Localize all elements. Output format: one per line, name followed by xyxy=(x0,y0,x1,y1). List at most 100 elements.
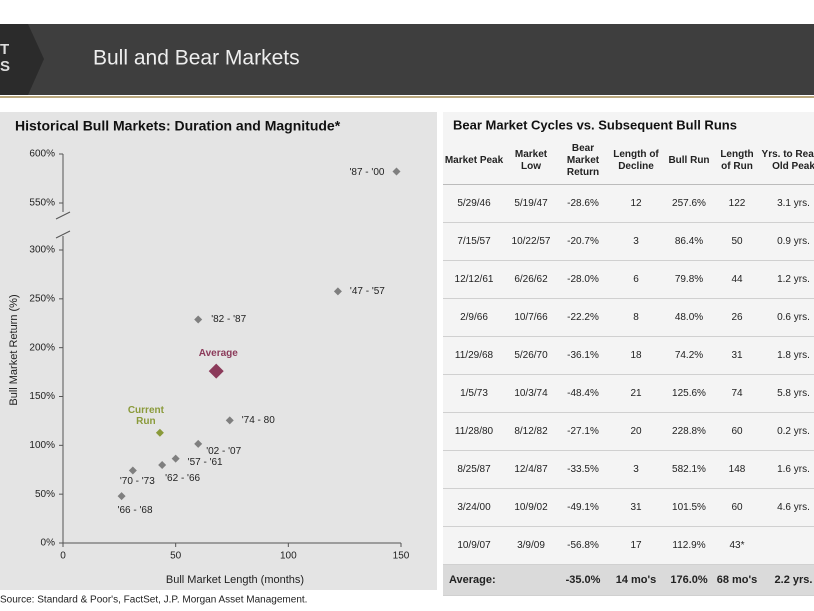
average-cell: 176.0% xyxy=(663,564,715,596)
point-label: '70 - '73 xyxy=(119,476,155,488)
average-cell: -35.0% xyxy=(557,564,609,596)
y-tick-label: 250% xyxy=(29,293,55,304)
table-cell: -56.8% xyxy=(557,526,609,565)
point-label: '74 - 80 xyxy=(241,414,275,426)
y-axis-title: Bull Market Return (%) xyxy=(8,294,20,405)
x-tick-label: 50 xyxy=(170,551,182,562)
table-cell: 8/25/87 xyxy=(443,450,505,489)
point xyxy=(225,416,234,425)
table-row: 11/29/68 5/26/70 -36.1% 18 74.2% 31 1.8 yrs. xyxy=(443,336,814,375)
x-tick-label: 150 xyxy=(393,551,410,562)
point xyxy=(128,466,137,475)
point-label: Average xyxy=(198,347,238,359)
y-tick-label: 150% xyxy=(29,391,55,402)
table-cell: 2/9/66 xyxy=(443,298,505,337)
point-label: '87 - '00 xyxy=(349,167,385,179)
table-cell: 112.9% xyxy=(663,526,715,565)
y-tick-label: 300% xyxy=(29,245,55,256)
table-cell: 8/12/82 xyxy=(505,412,557,451)
table-row: 1/5/73 10/3/74 -48.4% 21 125.6% 74 5.8 yrs. xyxy=(443,374,814,413)
table-cell: 5/29/46 xyxy=(443,184,505,223)
average-cell: 68 mo's xyxy=(715,564,759,596)
table-cell: 6/26/62 xyxy=(505,260,557,299)
table-row: 10/9/07 3/9/09 -56.8% 17 112.9% 43* xyxy=(443,526,814,565)
table-cell: -28.0% xyxy=(557,260,609,299)
axis-break xyxy=(55,230,71,239)
table-cell: -36.1% xyxy=(557,336,609,375)
table-cell: 0.2 yrs. xyxy=(759,412,814,451)
average-cell: 2.2 yrs. xyxy=(759,564,814,596)
table-cell: 3/24/00 xyxy=(443,488,505,527)
table-cell: 3.1 yrs. xyxy=(759,184,814,223)
table-cell: -20.7% xyxy=(557,222,609,261)
table-cell: 26 xyxy=(715,298,759,337)
table-cell: -22.2% xyxy=(557,298,609,337)
table-cell: 8 xyxy=(609,298,663,337)
header-title: Bull and Bear Markets xyxy=(93,47,300,70)
point xyxy=(158,461,167,470)
point-label: '66 - '68 xyxy=(117,504,153,516)
table-cell: 0.6 yrs. xyxy=(759,298,814,337)
point-label: '02 - '07 xyxy=(206,446,242,458)
y-tick-label: 50% xyxy=(35,489,55,500)
point-label: '47 - '57 xyxy=(349,285,385,297)
table-cell: 5.8 yrs. xyxy=(759,374,814,413)
table-cell: 12/4/87 xyxy=(505,450,557,489)
average-row: Average: -35.0% 14 mo's 176.0% 68 mo's 2.2 yr… xyxy=(443,564,814,596)
table-row: 12/12/61 6/26/62 -28.0% 6 79.8% 44 1.2 yrs. xyxy=(443,260,814,299)
column-header: Yrs. to Reach Old Peak xyxy=(759,138,814,185)
table-cell: 12 xyxy=(609,184,663,223)
table-row: 2/9/66 10/7/66 -22.2% 8 48.0% 26 0.6 yrs. xyxy=(443,298,814,337)
table-cell: 3/9/09 xyxy=(505,526,557,565)
table-cell: 48.0% xyxy=(663,298,715,337)
table-cell: 44 xyxy=(715,260,759,299)
header-bar xyxy=(0,24,814,95)
table-row: 11/28/80 8/12/82 -27.1% 20 228.8% 60 0.2 yrs. xyxy=(443,412,814,451)
table-cell: 17 xyxy=(609,526,663,565)
table-cell: -49.1% xyxy=(557,488,609,527)
source-note: Source: Standard & Poor's, FactSet, J.P.… xyxy=(0,595,307,606)
table-row: 5/29/46 5/19/47 -28.6% 12 257.6% 122 3.1 yrs. xyxy=(443,184,814,223)
table-title: Bear Market Cycles vs. Subsequent Bull R… xyxy=(453,117,737,132)
average-label: Average: xyxy=(443,564,557,596)
y-tick-label: 600% xyxy=(29,149,55,160)
table-cell: 148 xyxy=(715,450,759,489)
table-cell: 31 xyxy=(715,336,759,375)
point xyxy=(208,363,224,379)
table-cell: 43* xyxy=(715,526,759,565)
axis-break xyxy=(55,211,71,220)
table-cell: 74.2% xyxy=(663,336,715,375)
table-cell: 3 xyxy=(609,450,663,489)
table-cell: -27.1% xyxy=(557,412,609,451)
column-header: Bull Run xyxy=(663,138,715,185)
table-cell: 50 xyxy=(715,222,759,261)
x-axis-title: Bull Market Length (months) xyxy=(166,574,304,586)
table-cell: 582.1% xyxy=(663,450,715,489)
table-row: 3/24/00 10/9/02 -49.1% 31 101.5% 60 4.6 yrs. xyxy=(443,488,814,527)
point xyxy=(392,167,401,176)
table-cell: 5/19/47 xyxy=(505,184,557,223)
table-cell: 21 xyxy=(609,374,663,413)
table-cell xyxy=(759,526,814,565)
y-tick-label: 200% xyxy=(29,342,55,353)
point xyxy=(155,428,164,437)
x-tick-label: 0 xyxy=(60,551,66,562)
point xyxy=(194,439,203,448)
table-cell: 101.5% xyxy=(663,488,715,527)
table-cell: 1.8 yrs. xyxy=(759,336,814,375)
point-label: '62 - '66 xyxy=(165,472,201,484)
table-cell: 12/12/61 xyxy=(443,260,505,299)
table-cell: 122 xyxy=(715,184,759,223)
table-cell: 10/3/74 xyxy=(505,374,557,413)
table-cell: 11/28/80 xyxy=(443,412,505,451)
table-cell: 1/5/73 xyxy=(443,374,505,413)
column-header: Length of Decline xyxy=(609,138,663,185)
point-label: '82 - '87 xyxy=(211,314,247,326)
table-cell: 1.6 yrs. xyxy=(759,450,814,489)
point xyxy=(194,315,203,324)
average-cell: 14 mo's xyxy=(609,564,663,596)
table-row: 8/25/87 12/4/87 -33.5% 3 582.1% 148 1.6 yrs. xyxy=(443,450,814,489)
table-cell: 11/29/68 xyxy=(443,336,505,375)
table: Market Peak Market Low Bear Market Return L… xyxy=(443,138,814,596)
